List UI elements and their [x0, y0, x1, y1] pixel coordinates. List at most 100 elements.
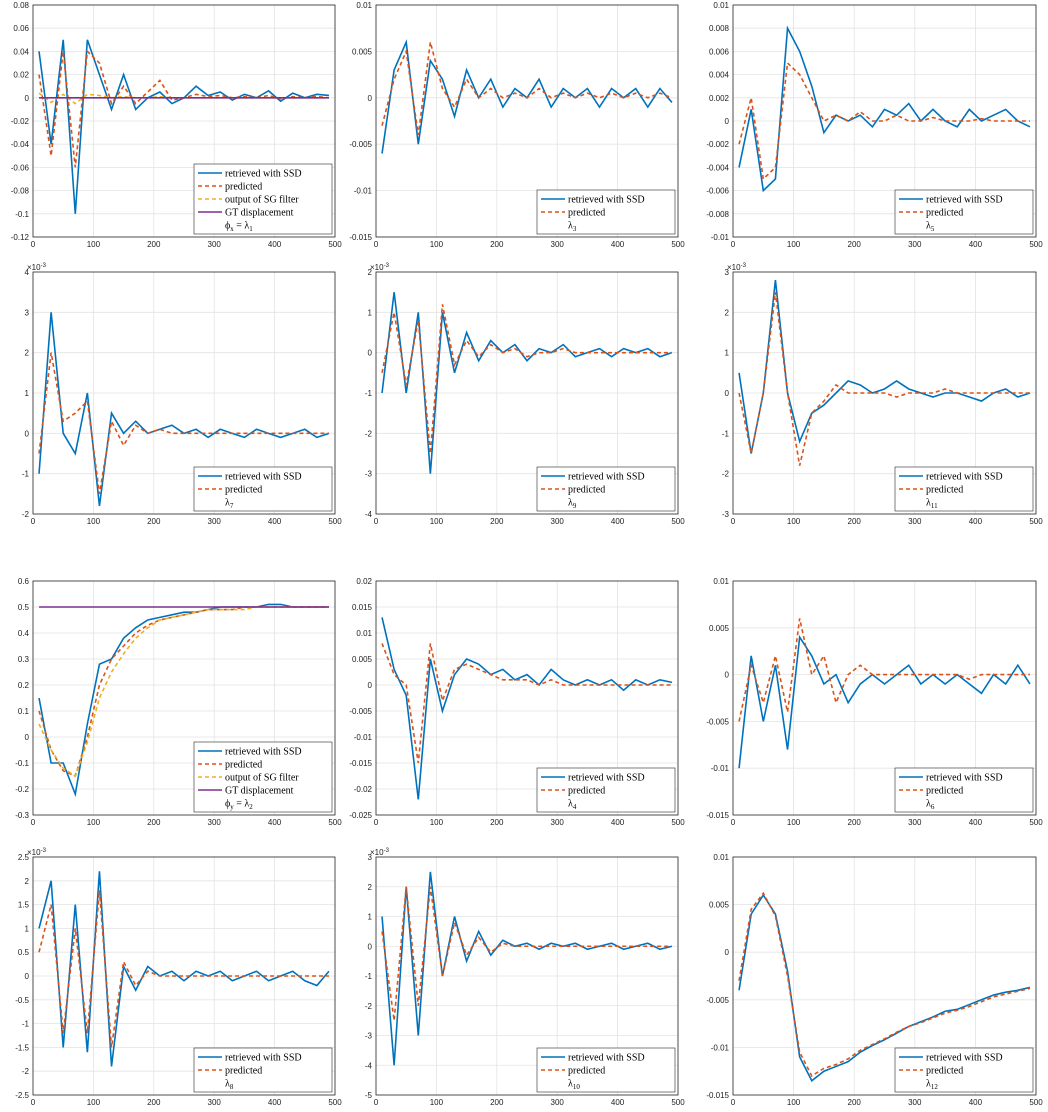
y-tick-label: -0.006: [706, 187, 729, 196]
legend-label: predicted: [225, 1066, 262, 1077]
y-tick-label: -0.2: [15, 785, 29, 794]
y-tick-label: 2: [725, 308, 730, 317]
legend: retrieved with SSD predicted output of SG …: [193, 741, 333, 813]
x-tick-label: 300: [551, 818, 565, 827]
x-tick-label: 200: [147, 240, 161, 249]
legend-label: predicted: [225, 182, 262, 193]
y-tick-label: 0.01: [713, 853, 729, 862]
legend-note: λ3: [568, 221, 577, 234]
y-tick-label: 1: [725, 349, 730, 358]
series-line: [738, 25, 1031, 193]
y-tick-label: 0.08: [13, 1, 29, 10]
y-tick-label: 0.01: [713, 1, 729, 10]
x-tick-label: 500: [1029, 240, 1043, 249]
legend-label: predicted: [926, 1066, 963, 1077]
y-tick-label: -1: [365, 972, 373, 981]
x-tick-label: 300: [551, 1098, 565, 1107]
note-sub: 10: [573, 1083, 581, 1091]
y-tick-label: -0.005: [349, 140, 372, 149]
y-tick-label: -0.3: [15, 811, 29, 820]
series-line: [38, 606, 329, 778]
x-tick-label: 100: [430, 818, 444, 827]
y-tick-label: 0.005: [709, 624, 730, 633]
y-tick-label: -0.004: [706, 163, 729, 172]
series-line: [381, 292, 673, 474]
series-line: [381, 886, 672, 1021]
y-tick-label: 0.5: [18, 948, 30, 957]
legend-note: λ6: [926, 799, 935, 812]
x-tick-label: 100: [87, 517, 101, 526]
series-line: [381, 617, 673, 800]
legend-label: retrieved with SSD: [568, 773, 645, 784]
y-tick-label: -4: [365, 1061, 373, 1070]
legend-note: λ7: [225, 498, 234, 511]
y-tick-label: -2: [22, 510, 30, 519]
y-multiplier: ×10-3: [370, 848, 390, 857]
axes-frame: [32, 580, 336, 816]
series-line: [738, 618, 1030, 722]
legend-note: ϕy = λ2: [225, 799, 253, 812]
note-sub: 7: [230, 502, 234, 510]
y-tick-label: 0: [725, 117, 730, 126]
y-tick-label: -2: [722, 470, 730, 479]
x-tick-label: 200: [147, 517, 161, 526]
y-tick-label: 0.6: [18, 577, 30, 586]
x-tick-label: 300: [551, 240, 565, 249]
note-sub: x: [230, 225, 234, 233]
x-tick-label: 100: [787, 818, 801, 827]
legend: retrieved with SSD predicted output of SG …: [193, 163, 333, 235]
y-tick-label: -1: [722, 429, 730, 438]
note-sub: 5: [931, 225, 935, 233]
x-tick-label: 300: [908, 1098, 922, 1107]
series-line: [738, 634, 1031, 769]
note-text: λ: [926, 1079, 931, 1090]
y-tick-label: 0.02: [356, 577, 372, 586]
multiplier-base: ×10: [370, 263, 384, 272]
note-sub: 11: [931, 502, 938, 510]
y-tick-label: 0.005: [709, 901, 730, 910]
subplot: 0 100 200 300 400 500 -0.015 -0.01 -0.005 0 0.005 0…: [706, 577, 1043, 827]
subplot: 0 100 200 300 400 500 -2 -1 0 1 2 3 4×10-3 retrieved …: [22, 263, 342, 526]
y-tick-label: 0: [368, 942, 373, 951]
x-tick-label: 0: [31, 240, 36, 249]
y-tick-label: 0.02: [13, 71, 29, 80]
y-tick-label: -0.01: [711, 233, 730, 242]
note-text: ϕ: [225, 799, 230, 810]
x-tick-label: 100: [87, 240, 101, 249]
y-tick-label: -1: [22, 470, 30, 479]
series-line: [38, 603, 329, 798]
legend-label: retrieved with SSD: [568, 195, 645, 206]
legend-box: [536, 1047, 676, 1093]
note-sub: 6: [931, 803, 935, 811]
x-tick-label: 500: [671, 1098, 685, 1107]
axes-frame: [32, 271, 336, 515]
x-tick-label: 0: [374, 1098, 379, 1107]
x-tick-label: 100: [787, 240, 801, 249]
legend: retrieved with SSD predicted λ5: [894, 189, 1034, 235]
x-tick-label: 500: [671, 240, 685, 249]
y-tick-label: 0.005: [352, 47, 373, 56]
x-tick-label: 100: [430, 517, 444, 526]
y-tick-label: 1: [25, 924, 30, 933]
x-tick-label: 400: [969, 240, 983, 249]
x-tick-label: 300: [908, 517, 922, 526]
y-tick-label: 0.5: [18, 603, 30, 612]
legend-box: [536, 767, 676, 813]
x-tick-label: 0: [374, 517, 379, 526]
y-tick-label: -4: [365, 510, 373, 519]
x-tick-label: 200: [848, 1098, 862, 1107]
y-tick-label: 0.002: [709, 94, 730, 103]
note-text: = λ: [234, 221, 250, 232]
y-tick-label: 0: [25, 972, 30, 981]
legend-note: λ5: [926, 221, 935, 234]
legend-label: predicted: [926, 208, 963, 219]
multiplier-base: ×10: [27, 263, 41, 272]
x-tick-label: 200: [147, 818, 161, 827]
legend: retrieved with SSD predicted λ10: [536, 1047, 676, 1093]
y-tick-label: 0.01: [356, 1, 372, 10]
y-tick-label: -0.04: [11, 140, 30, 149]
y-tick-label: -0.025: [349, 811, 372, 820]
y-tick-label: 0: [368, 94, 373, 103]
y-tick-label: -0.1: [15, 759, 29, 768]
y-tick-label: 0: [725, 389, 730, 398]
